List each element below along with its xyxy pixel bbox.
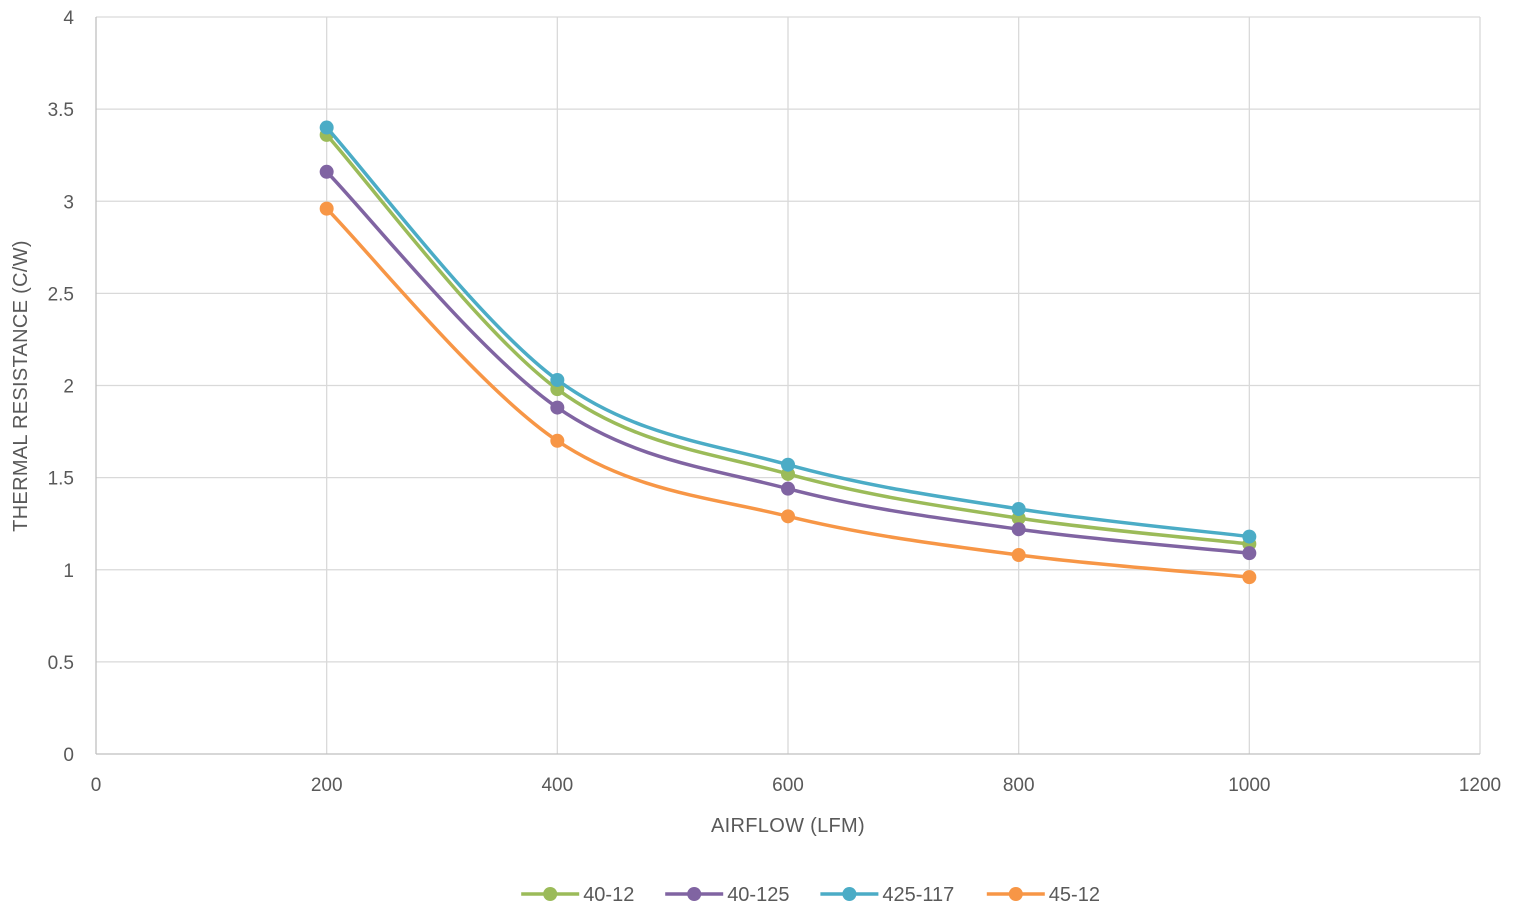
legend-item-45-12: 45-12 [986, 884, 1100, 906]
data-point [550, 400, 565, 415]
gridlines [96, 16, 1481, 754]
y-tick-label: 2 [63, 377, 74, 398]
data-point [1011, 548, 1026, 563]
legend: 40-12 40-125 425-117 45-12 [521, 884, 1100, 906]
y-tick-label: 2.5 [48, 284, 74, 305]
data-point [1242, 546, 1257, 561]
data-point [1242, 570, 1257, 585]
series-line [324, 125, 1252, 539]
legend-label: 40-12 [583, 884, 634, 906]
data-point [1011, 501, 1026, 516]
data-point [781, 509, 795, 524]
series-425-117 [319, 120, 1257, 544]
x-tick-label: 200 [311, 775, 343, 796]
y-tick-label: 1.5 [48, 469, 74, 490]
series-line [324, 133, 1252, 546]
legend-label: 40-125 [727, 884, 789, 906]
y-tick-label: 4 [63, 8, 74, 29]
tick-labels: 0 0.5 1 1.5 2 2.5 3 3.5 4 0 200 400 600 800 1000 1200 [48, 8, 1502, 796]
data-point [1011, 522, 1026, 537]
axes [95, 17, 1480, 755]
series-group [319, 120, 1257, 585]
x-axis-title: AIRFLOW (LFM) [711, 815, 865, 837]
legend-label: 425-117 [882, 884, 954, 906]
x-tick-label: 800 [1003, 775, 1035, 796]
data-point [781, 481, 795, 496]
data-point [319, 164, 334, 179]
legend-swatch-marker [1008, 887, 1023, 901]
legend-item-425-117: 425-117 [820, 884, 954, 906]
series-40-125 [319, 164, 1257, 561]
data-point [319, 201, 334, 216]
y-axis-title: THERMAL RESISTANCE (C/W) [10, 240, 32, 532]
y-tick-label: 3.5 [48, 100, 74, 121]
y-tick-label: 1 [63, 561, 74, 582]
series-45-12 [319, 201, 1257, 585]
legend-item-40-12: 40-12 [521, 884, 634, 906]
x-tick-label: 400 [541, 775, 573, 796]
y-tick-label: 0.5 [48, 653, 74, 674]
x-tick-label: 1000 [1228, 775, 1270, 796]
x-tick-label: 600 [772, 775, 804, 796]
data-point [781, 457, 795, 472]
data-point [550, 433, 565, 448]
x-tick-label: 0 [91, 775, 102, 796]
series-line [324, 170, 1252, 555]
legend-swatch-marker [842, 887, 857, 901]
data-point [319, 120, 334, 135]
data-point [1242, 529, 1257, 544]
y-tick-label: 0 [63, 745, 74, 766]
data-point [550, 372, 565, 387]
legend-item-40-125: 40-125 [665, 884, 789, 906]
legend-label: 45-12 [1049, 884, 1100, 906]
series-line [324, 206, 1252, 579]
x-tick-label: 1200 [1459, 775, 1501, 796]
legend-swatch-marker [687, 887, 702, 901]
y-tick-label: 3 [63, 192, 74, 213]
legend-swatch-marker [543, 887, 558, 901]
